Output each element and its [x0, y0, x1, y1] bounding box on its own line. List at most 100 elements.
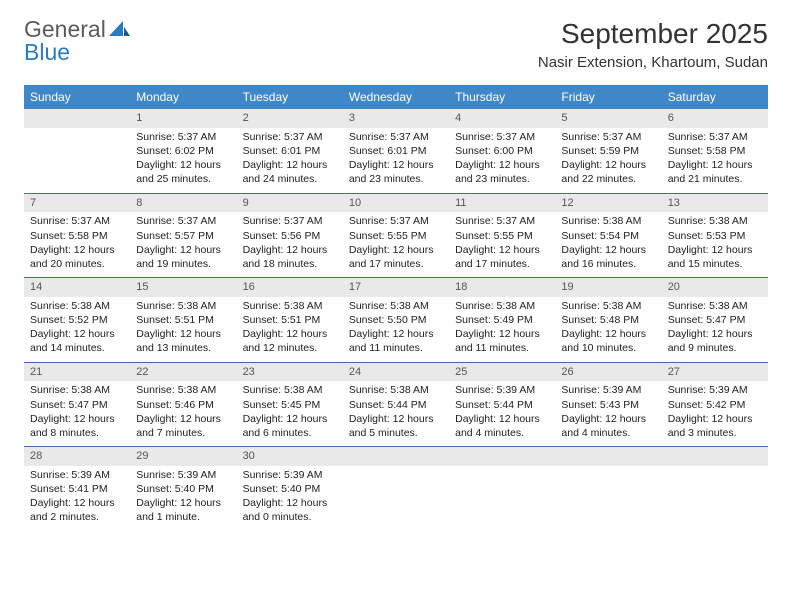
- sunrise-text: Sunrise: 5:38 AM: [136, 383, 230, 397]
- sunrise-text: Sunrise: 5:38 AM: [561, 299, 655, 313]
- day-details: Sunrise: 5:37 AMSunset: 5:58 PMDaylight:…: [662, 128, 768, 193]
- sunset-text: Sunset: 5:58 PM: [30, 229, 124, 243]
- daylight-text: Daylight: 12 hours and 17 minutes.: [455, 243, 549, 271]
- calendar-day-cell: 13Sunrise: 5:38 AMSunset: 5:53 PMDayligh…: [662, 193, 768, 278]
- sunset-text: Sunset: 5:55 PM: [349, 229, 443, 243]
- sunset-text: Sunset: 5:43 PM: [561, 398, 655, 412]
- calendar-day-cell: 17Sunrise: 5:38 AMSunset: 5:50 PMDayligh…: [343, 278, 449, 363]
- daylight-text: Daylight: 12 hours and 3 minutes.: [668, 412, 762, 440]
- title-block: September 2025 Nasir Extension, Khartoum…: [538, 18, 768, 71]
- logo-sail-icon: [109, 19, 131, 41]
- sunset-text: Sunset: 5:54 PM: [561, 229, 655, 243]
- day-details: Sunrise: 5:37 AMSunset: 5:55 PMDaylight:…: [343, 212, 449, 277]
- daylight-text: Daylight: 12 hours and 1 minute.: [136, 496, 230, 524]
- logo-text-general: General: [24, 18, 106, 41]
- day-header-row: Sunday Monday Tuesday Wednesday Thursday…: [24, 85, 768, 109]
- sunrise-text: Sunrise: 5:38 AM: [668, 214, 762, 228]
- day-number: 12: [555, 194, 661, 213]
- sunrise-text: Sunrise: 5:38 AM: [349, 383, 443, 397]
- day-details: Sunrise: 5:39 AMSunset: 5:41 PMDaylight:…: [24, 466, 130, 531]
- sunset-text: Sunset: 5:59 PM: [561, 144, 655, 158]
- sunrise-text: Sunrise: 5:38 AM: [455, 299, 549, 313]
- day-header: Thursday: [449, 85, 555, 109]
- daylight-text: Daylight: 12 hours and 6 minutes.: [243, 412, 337, 440]
- day-number: 9: [237, 194, 343, 213]
- sunrise-text: Sunrise: 5:38 AM: [30, 299, 124, 313]
- daylight-text: Daylight: 12 hours and 8 minutes.: [30, 412, 124, 440]
- calendar-day-cell: 15Sunrise: 5:38 AMSunset: 5:51 PMDayligh…: [130, 278, 236, 363]
- day-header: Friday: [555, 85, 661, 109]
- day-details: Sunrise: 5:39 AMSunset: 5:40 PMDaylight:…: [130, 466, 236, 531]
- calendar-day-cell: 4Sunrise: 5:37 AMSunset: 6:00 PMDaylight…: [449, 109, 555, 193]
- calendar-day-cell: 28Sunrise: 5:39 AMSunset: 5:41 PMDayligh…: [24, 447, 130, 531]
- daylight-text: Daylight: 12 hours and 25 minutes.: [136, 158, 230, 186]
- daylight-text: Daylight: 12 hours and 4 minutes.: [455, 412, 549, 440]
- daylight-text: Daylight: 12 hours and 4 minutes.: [561, 412, 655, 440]
- day-number: [449, 447, 555, 466]
- sunset-text: Sunset: 5:44 PM: [349, 398, 443, 412]
- day-number: 5: [555, 109, 661, 128]
- sunset-text: Sunset: 5:56 PM: [243, 229, 337, 243]
- sunrise-text: Sunrise: 5:37 AM: [243, 214, 337, 228]
- sunrise-text: Sunrise: 5:38 AM: [349, 299, 443, 313]
- sunset-text: Sunset: 5:49 PM: [455, 313, 549, 327]
- day-number: 23: [237, 363, 343, 382]
- sunrise-text: Sunrise: 5:37 AM: [136, 130, 230, 144]
- month-title: September 2025: [538, 18, 768, 50]
- day-header: Saturday: [662, 85, 768, 109]
- daylight-text: Daylight: 12 hours and 2 minutes.: [30, 496, 124, 524]
- calendar-day-cell: 9Sunrise: 5:37 AMSunset: 5:56 PMDaylight…: [237, 193, 343, 278]
- sunrise-text: Sunrise: 5:39 AM: [668, 383, 762, 397]
- calendar-day-cell: [24, 109, 130, 193]
- sunset-text: Sunset: 5:46 PM: [136, 398, 230, 412]
- day-details: Sunrise: 5:37 AMSunset: 6:00 PMDaylight:…: [449, 128, 555, 193]
- day-number: 24: [343, 363, 449, 382]
- calendar-week-row: 21Sunrise: 5:38 AMSunset: 5:47 PMDayligh…: [24, 362, 768, 447]
- sunset-text: Sunset: 5:57 PM: [136, 229, 230, 243]
- calendar-day-cell: 29Sunrise: 5:39 AMSunset: 5:40 PMDayligh…: [130, 447, 236, 531]
- sunset-text: Sunset: 5:52 PM: [30, 313, 124, 327]
- day-number: 8: [130, 194, 236, 213]
- day-details: Sunrise: 5:37 AMSunset: 5:57 PMDaylight:…: [130, 212, 236, 277]
- day-number: 13: [662, 194, 768, 213]
- day-number: 30: [237, 447, 343, 466]
- sunrise-text: Sunrise: 5:39 AM: [561, 383, 655, 397]
- sunrise-text: Sunrise: 5:37 AM: [561, 130, 655, 144]
- day-details: Sunrise: 5:37 AMSunset: 5:59 PMDaylight:…: [555, 128, 661, 193]
- sunset-text: Sunset: 6:01 PM: [349, 144, 443, 158]
- day-number: [24, 109, 130, 128]
- day-number: 27: [662, 363, 768, 382]
- day-details: Sunrise: 5:37 AMSunset: 5:55 PMDaylight:…: [449, 212, 555, 277]
- daylight-text: Daylight: 12 hours and 17 minutes.: [349, 243, 443, 271]
- calendar-day-cell: 1Sunrise: 5:37 AMSunset: 6:02 PMDaylight…: [130, 109, 236, 193]
- sunset-text: Sunset: 5:47 PM: [668, 313, 762, 327]
- day-number: [343, 447, 449, 466]
- day-number: 20: [662, 278, 768, 297]
- sunset-text: Sunset: 5:40 PM: [243, 482, 337, 496]
- calendar-day-cell: 30Sunrise: 5:39 AMSunset: 5:40 PMDayligh…: [237, 447, 343, 531]
- calendar-day-cell: 25Sunrise: 5:39 AMSunset: 5:44 PMDayligh…: [449, 362, 555, 447]
- sunrise-text: Sunrise: 5:37 AM: [243, 130, 337, 144]
- calendar-day-cell: 3Sunrise: 5:37 AMSunset: 6:01 PMDaylight…: [343, 109, 449, 193]
- sunset-text: Sunset: 5:44 PM: [455, 398, 549, 412]
- daylight-text: Daylight: 12 hours and 11 minutes.: [349, 327, 443, 355]
- daylight-text: Daylight: 12 hours and 0 minutes.: [243, 496, 337, 524]
- sunrise-text: Sunrise: 5:38 AM: [561, 214, 655, 228]
- day-number: 2: [237, 109, 343, 128]
- sunrise-text: Sunrise: 5:37 AM: [349, 214, 443, 228]
- day-number: 26: [555, 363, 661, 382]
- sunset-text: Sunset: 6:02 PM: [136, 144, 230, 158]
- sunset-text: Sunset: 5:40 PM: [136, 482, 230, 496]
- daylight-text: Daylight: 12 hours and 12 minutes.: [243, 327, 337, 355]
- day-details: Sunrise: 5:38 AMSunset: 5:47 PMDaylight:…: [662, 297, 768, 362]
- sunset-text: Sunset: 5:53 PM: [668, 229, 762, 243]
- calendar-day-cell: 6Sunrise: 5:37 AMSunset: 5:58 PMDaylight…: [662, 109, 768, 193]
- logo: General Blue: [24, 18, 131, 64]
- day-details: Sunrise: 5:39 AMSunset: 5:43 PMDaylight:…: [555, 381, 661, 446]
- day-details: Sunrise: 5:37 AMSunset: 6:01 PMDaylight:…: [237, 128, 343, 193]
- day-number: 17: [343, 278, 449, 297]
- calendar-day-cell: 27Sunrise: 5:39 AMSunset: 5:42 PMDayligh…: [662, 362, 768, 447]
- calendar-day-cell: 20Sunrise: 5:38 AMSunset: 5:47 PMDayligh…: [662, 278, 768, 363]
- sunset-text: Sunset: 5:48 PM: [561, 313, 655, 327]
- day-number: 19: [555, 278, 661, 297]
